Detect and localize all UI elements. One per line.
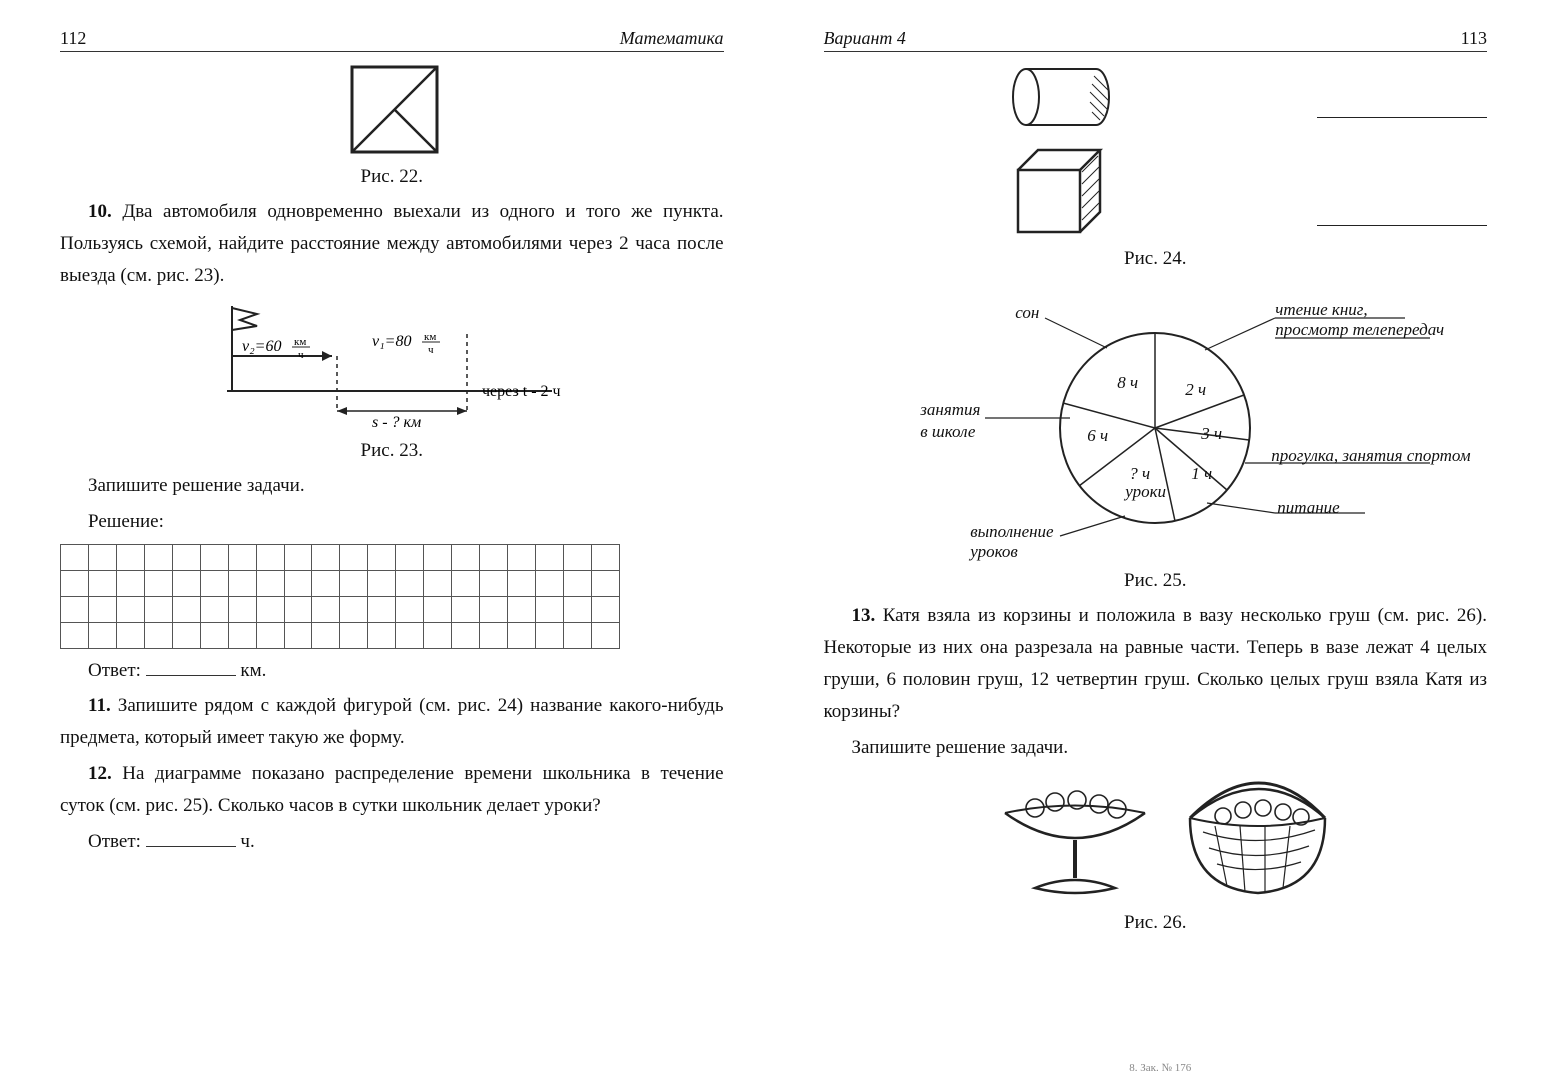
- shape-name-blank[interactable]: [1317, 225, 1487, 226]
- pie-label-reading: чтение книг,: [1275, 300, 1367, 320]
- pie-value-reading: 2 ч: [1185, 380, 1206, 400]
- pie-label-hw2: уроков: [970, 542, 1018, 562]
- figure-24-cylinder-row: [824, 62, 1488, 132]
- question-text: Катя взяла из корзины и положила в вазу …: [824, 605, 1488, 722]
- figure-24-cube-row: [824, 140, 1488, 240]
- question-number: 11.: [88, 695, 111, 716]
- answer-blank[interactable]: [146, 657, 236, 676]
- svg-text:ч: ч: [298, 349, 304, 361]
- page-number: 112: [60, 28, 86, 49]
- v2-label: v₂=60: [242, 338, 281, 355]
- motion-diagram-icon: v₂=60 км ч v₁=80 км ч s -: [182, 296, 602, 436]
- running-head: Вариант 4: [824, 28, 906, 49]
- question-text: На диаграмме показано распределение врем…: [60, 763, 724, 816]
- figure-23: v₂=60 км ч v₁=80 км ч s -: [60, 296, 724, 462]
- figure-26-caption: Рис. 26.: [824, 912, 1488, 934]
- write-solution-prompt-2: Запишите решение задачи.: [824, 732, 1488, 764]
- svg-text:s - ? км: s - ? км: [372, 414, 421, 431]
- pie-value-walk: 3 ч: [1201, 424, 1222, 444]
- svg-text:км: км: [424, 331, 436, 343]
- answer-unit: ч.: [240, 831, 254, 852]
- page-spread: 112 Математика Рис. 22. 10. Два автомоби…: [0, 0, 1547, 1080]
- pie-label-hw: выполнение: [970, 522, 1053, 542]
- pie-label-food: питание: [1277, 498, 1339, 518]
- question-number: 10.: [88, 201, 112, 222]
- page-right: Вариант 4 113: [774, 0, 1547, 1080]
- answer-label: Ответ:: [88, 660, 141, 681]
- write-solution-prompt: Запишите решение задачи.: [60, 470, 724, 502]
- pie-label-lessons: уроки: [1125, 482, 1166, 502]
- question-13: 13. Катя взяла из корзины и положила в в…: [824, 600, 1488, 728]
- answer-12: Ответ: ч.: [60, 826, 724, 858]
- square-diagonals-icon: [337, 62, 447, 162]
- question-10: 10. Два автомобиля одновременно выехали …: [60, 196, 724, 292]
- page-left: 112 Математика Рис. 22. 10. Два автомоби…: [0, 0, 774, 1080]
- svg-text:через t - 2 ч: через t - 2 ч: [482, 383, 561, 400]
- answer-unit: км.: [240, 660, 266, 681]
- question-number: 13.: [852, 605, 876, 626]
- pie-value-hw: ? ч: [1129, 464, 1150, 484]
- pie-value-school: 6 ч: [1087, 426, 1108, 446]
- header-right: Вариант 4 113: [824, 28, 1488, 52]
- figure-25-caption: Рис. 25.: [824, 570, 1488, 592]
- pie-label-school2: в школе: [920, 422, 975, 442]
- solution-grid[interactable]: [60, 544, 620, 649]
- answer-10: Ответ: км.: [60, 655, 724, 687]
- running-head: Математика: [620, 28, 724, 49]
- svg-text:км: км: [294, 336, 306, 348]
- pie-label-school: занятия: [920, 400, 980, 420]
- figure-22: Рис. 22.: [60, 62, 724, 188]
- cube-icon: [1006, 140, 1116, 240]
- question-11: 11. Запишите рядом с каждой фигурой (см.…: [60, 690, 724, 754]
- pie-label-reading2: просмотр телепередач: [1275, 320, 1444, 340]
- footer-note: 8. Зак. № 176: [1129, 1062, 1191, 1074]
- question-number: 12.: [88, 763, 112, 784]
- answer-blank[interactable]: [146, 828, 236, 847]
- vase-basket-icon: [965, 768, 1345, 908]
- question-text: Запишите рядом с каждой фигурой (см. рис…: [60, 695, 724, 748]
- pie-label-walk: прогулка, занятия спортом: [1271, 446, 1470, 466]
- figure-23-caption: Рис. 23.: [60, 440, 724, 462]
- svg-text:v₁=80: v₁=80: [372, 333, 411, 350]
- figure-22-caption: Рис. 22.: [60, 166, 724, 188]
- pie-value-sleep: 8 ч: [1117, 373, 1138, 393]
- figure-25-pie: сон чтение книг, просмотр телепередач за…: [875, 278, 1435, 558]
- shape-name-blank[interactable]: [1317, 117, 1487, 118]
- pie-value-food: 1 ч: [1191, 464, 1212, 484]
- cylinder-icon: [996, 62, 1126, 132]
- figure-24-caption: Рис. 24.: [824, 248, 1488, 270]
- pie-label-sleep: сон: [1015, 303, 1039, 323]
- header-left: 112 Математика: [60, 28, 724, 52]
- figure-26: Рис. 26.: [824, 768, 1488, 934]
- page-number: 113: [1461, 28, 1487, 49]
- question-12: 12. На диаграмме показано распределение …: [60, 758, 724, 822]
- svg-text:ч: ч: [428, 344, 434, 356]
- answer-label: Ответ:: [88, 831, 141, 852]
- question-text: Два автомобиля одновременно выехали из о…: [60, 201, 724, 286]
- solution-label: Решение:: [60, 506, 724, 538]
